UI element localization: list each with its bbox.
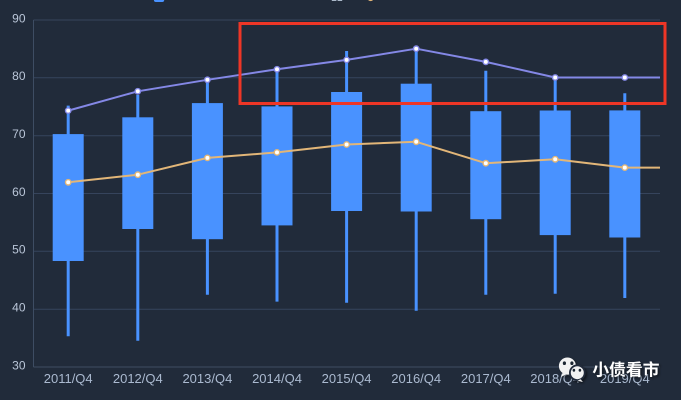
- svg-text:2015/Q4: 2015/Q4: [322, 371, 372, 386]
- svg-text:2012/Q4: 2012/Q4: [113, 371, 163, 386]
- svg-text:60: 60: [12, 185, 26, 199]
- svg-text:90: 90: [12, 11, 26, 25]
- svg-text:2014/Q4: 2014/Q4: [252, 371, 302, 386]
- svg-text:2016/Q4: 2016/Q4: [391, 371, 441, 386]
- svg-text:2017/Q4: 2017/Q4: [461, 371, 511, 386]
- svg-text:80: 80: [12, 69, 26, 83]
- svg-text:40: 40: [12, 301, 26, 315]
- svg-text:50: 50: [12, 243, 26, 257]
- svg-text:30: 30: [12, 358, 26, 372]
- svg-text:2011/Q4: 2011/Q4: [44, 371, 93, 386]
- svg-text:2018/Q4: 2018/Q4: [530, 371, 580, 386]
- svg-text:70: 70: [12, 127, 26, 141]
- svg-text:2013/Q4: 2013/Q4: [182, 371, 232, 386]
